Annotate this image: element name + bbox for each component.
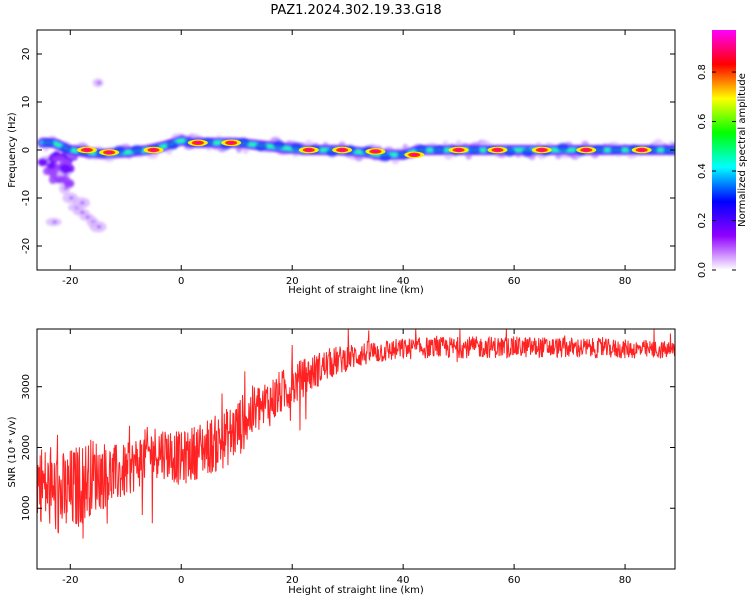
spectral-bump (610, 145, 623, 155)
spectral-blob-core (96, 225, 102, 229)
snr-y-tick-label: 3000 (21, 374, 32, 399)
spectral-bump (59, 144, 72, 154)
spectral-peak (404, 151, 425, 158)
spectral-bump (379, 152, 392, 162)
spectral-peak (531, 146, 552, 154)
spectral-peak (448, 146, 469, 154)
spectral-blob-core (96, 81, 102, 85)
colorbar-axis: 0.0 0.2 0.4 0.6 0.8 (697, 64, 736, 278)
spectral-peak (332, 146, 353, 154)
spectral-bump (130, 144, 143, 154)
spectrogram-y-tick-label: -20 (21, 238, 32, 254)
spectral-peak (487, 146, 508, 154)
snr-x-axis-title: Height of straight line (km) (288, 585, 424, 596)
snr-x-tick-label: -20 (62, 575, 78, 586)
spectral-bump (397, 150, 410, 160)
snr-series-line (37, 329, 675, 539)
snr-x-tick-label: 60 (508, 575, 521, 586)
colorbar-tick-label: 0.8 (697, 64, 708, 80)
colorbar-label: Normalized spectral amplitude (737, 73, 748, 227)
snr-panel: -20 0 20 40 60 80 1000 2000 3000 Height of strai… (7, 328, 676, 596)
snr-x-tick-label: 40 (397, 575, 410, 586)
colorbar-tick-label: 0.2 (697, 213, 708, 229)
snr-content (37, 329, 675, 539)
spectral-blob (51, 155, 66, 162)
spectral-bump (237, 137, 250, 147)
spectrogram-y-tick-label: 20 (21, 48, 32, 61)
snr-x-tick-label: 0 (178, 575, 184, 586)
spectral-bump (592, 144, 605, 154)
spectrogram-y-axis-title: Frequency (Hz) (7, 112, 18, 188)
spectral-peak (76, 146, 97, 154)
spectral-peak (187, 139, 208, 146)
spectrogram-x-tick-label: 0 (178, 276, 184, 287)
spectral-bump (166, 140, 179, 150)
colorbar-tick-label: 0.0 (697, 262, 708, 278)
spectral-blob-core (68, 196, 74, 200)
chart-title: PAZ1.2024.302.19.33.G18 (270, 3, 441, 18)
colorbar-tick-label: 0.4 (697, 163, 708, 179)
spectral-peak (576, 146, 597, 154)
colorbar-tick-label: 0.6 (697, 114, 708, 130)
spectral-blob (37, 158, 48, 167)
spectrogram-x-tick-label: -20 (62, 276, 78, 287)
spectral-bump (521, 148, 534, 158)
spectral-blob (59, 164, 71, 174)
spectrogram-x-tick-label: 80 (619, 276, 632, 287)
spectral-bump (272, 140, 285, 150)
spectrogram-content (37, 78, 675, 233)
spectral-bump (255, 142, 268, 152)
spectral-blob (48, 171, 58, 178)
spectral-peak (365, 148, 386, 155)
spectral-blob-core (79, 210, 85, 215)
spectrogram-y-tick-label: -10 (21, 190, 32, 206)
spectrogram-x-tick-label: 60 (508, 276, 521, 287)
spectrogram-panel: -20 0 20 40 60 80 -20 -10 0 10 20 Height of straig… (7, 29, 676, 296)
spectral-blob-core (52, 220, 58, 224)
colorbar-gradient (712, 30, 736, 270)
spectrogram-y-tick-label: 0 (21, 147, 32, 153)
spectral-peak (221, 139, 242, 146)
spectral-blob (53, 175, 66, 182)
spectrogram-x-tick-label: 40 (397, 276, 410, 287)
colorbar: 0.0 0.2 0.4 0.6 0.8 Normalized spectral ampl… (697, 30, 748, 278)
spectrogram-x-axis-title: Height of straight line (km) (288, 285, 424, 296)
spectral-peak (99, 149, 120, 156)
snr-y-tick-label: 2000 (21, 435, 32, 460)
spectral-bump (468, 145, 481, 155)
spectral-peak (631, 146, 652, 154)
spectral-bump (556, 142, 569, 152)
spectral-bump (663, 145, 675, 155)
spectral-blob (63, 178, 75, 189)
spectral-blob (46, 162, 56, 170)
spectrogram-axes: -20 0 20 40 60 80 -20 -10 0 10 20 (21, 30, 675, 287)
spectral-bump (414, 144, 427, 154)
snr-frame (36, 328, 676, 570)
snr-y-axis-title: SNR (10 * v/v) (7, 416, 18, 487)
spectrogram-y-tick-label: 10 (21, 96, 32, 109)
spectrogram-x-tick-label: 20 (286, 276, 299, 287)
snr-x-tick-label: 80 (619, 575, 632, 586)
spectral-peak (143, 146, 164, 154)
snr-y-tick-label: 1000 (21, 496, 32, 521)
spectral-bump (432, 145, 445, 155)
snr-axes: -20 0 20 40 60 80 1000 2000 3000 (21, 329, 675, 586)
spectral-bump (42, 138, 55, 148)
spectral-blob (43, 167, 51, 176)
spectral-peak (298, 146, 319, 154)
snr-x-tick-label: 20 (286, 575, 299, 586)
spectral-blob-core (79, 201, 85, 205)
